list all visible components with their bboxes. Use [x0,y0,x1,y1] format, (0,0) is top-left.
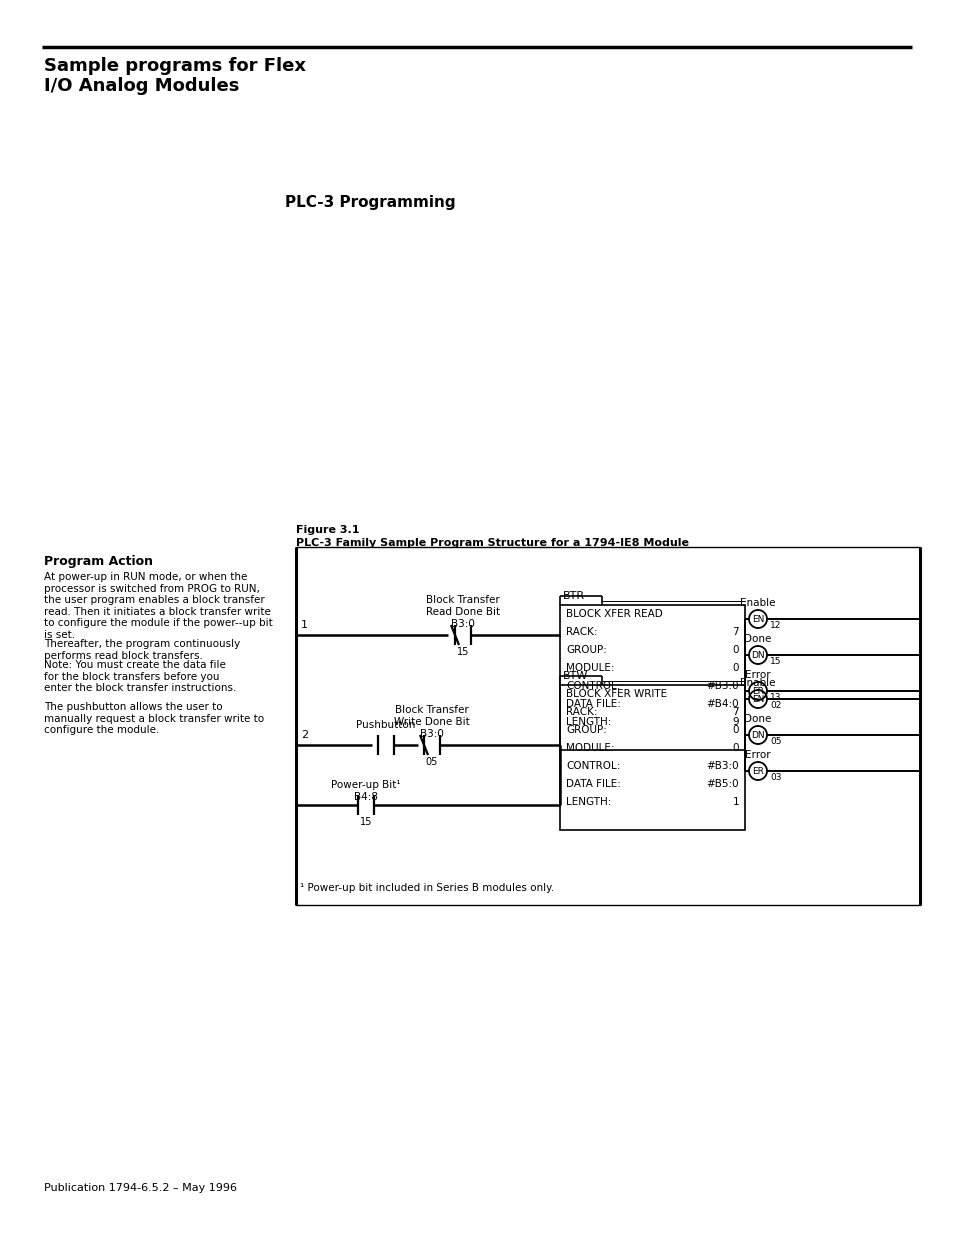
Text: MODULE:: MODULE: [565,663,614,673]
Text: EN: EN [751,694,763,704]
Text: #B5:0: #B5:0 [705,779,739,789]
Text: I/O Analog Modules: I/O Analog Modules [44,77,239,95]
Text: 15: 15 [769,657,781,666]
Text: 0: 0 [732,725,739,735]
Text: #B4:0: #B4:0 [705,699,739,709]
Text: 1: 1 [732,797,739,806]
Text: Enable: Enable [740,678,775,688]
Text: 7: 7 [732,706,739,718]
Text: Block Transfer: Block Transfer [426,595,499,605]
Text: The pushbutton allows the user to
manually request a block transfer write to
con: The pushbutton allows the user to manual… [44,701,264,735]
Text: 13: 13 [769,693,781,701]
Text: Enable: Enable [740,598,775,608]
Text: EN: EN [751,615,763,624]
Text: Publication 1794-6.5.2 – May 1996: Publication 1794-6.5.2 – May 1996 [44,1183,236,1193]
Text: RACK:: RACK: [565,627,597,637]
Text: 05: 05 [769,737,781,746]
Text: ER: ER [751,767,763,776]
Text: Power-up Bit¹: Power-up Bit¹ [331,781,400,790]
Text: ER: ER [751,687,763,695]
Text: 05: 05 [425,757,437,767]
Text: At power-up in RUN mode, or when the
processor is switched from PROG to RUN,
the: At power-up in RUN mode, or when the pro… [44,572,273,640]
Text: 0: 0 [732,645,739,655]
Text: Pushbutton: Pushbutton [355,720,416,730]
Text: CONTROL:: CONTROL: [565,761,619,771]
Bar [559,605,744,750]
Bar [295,547,919,905]
Text: Note: You must create the data file
for the block transfers before you
enter the: Note: You must create the data file for … [44,659,236,693]
Text: Read Done Bit: Read Done Bit [425,606,499,618]
Text: LENGTH:: LENGTH: [565,718,611,727]
Text: Sample programs for Flex: Sample programs for Flex [44,57,306,75]
Text: BLOCK XFER WRITE: BLOCK XFER WRITE [565,689,666,699]
Text: 15: 15 [359,818,372,827]
Text: GROUP:: GROUP: [565,725,606,735]
Text: BTW: BTW [562,671,588,680]
Text: DN: DN [750,730,764,740]
Text: DATA FILE:: DATA FILE: [565,779,620,789]
Text: Program Action: Program Action [44,555,152,568]
Text: DN: DN [750,651,764,659]
Text: DATA FILE:: DATA FILE: [565,699,620,709]
Text: Done: Done [743,714,771,724]
Text: 2: 2 [301,730,308,740]
Text: 1: 1 [301,620,308,630]
Text: 0: 0 [732,743,739,753]
Text: Error: Error [744,671,770,680]
Text: Figure 3.1: Figure 3.1 [295,525,359,535]
Text: 0: 0 [732,663,739,673]
Text: #B3:0: #B3:0 [705,680,739,692]
Text: PLC-3 Programming: PLC-3 Programming [284,195,455,210]
Text: 15: 15 [456,647,469,657]
Text: B3:0: B3:0 [419,729,443,739]
Text: BLOCK XFER READ: BLOCK XFER READ [565,609,662,619]
Text: B3:0: B3:0 [451,619,475,629]
Text: 03: 03 [769,773,781,782]
Text: MODULE:: MODULE: [565,743,614,753]
Text: #B3:0: #B3:0 [705,761,739,771]
Text: B4:8: B4:8 [354,792,377,802]
Text: 7: 7 [732,627,739,637]
Text: 9: 9 [732,718,739,727]
Bar [559,685,744,830]
Text: 02: 02 [769,701,781,710]
Text: PLC-3 Family Sample Program Structure for a 1794-IE8 Module: PLC-3 Family Sample Program Structure fo… [295,538,688,548]
Text: BTR: BTR [562,592,584,601]
Text: Write Done Bit: Write Done Bit [394,718,470,727]
Text: Block Transfer: Block Transfer [395,705,468,715]
Text: ¹ Power-up bit included in Series B modules only.: ¹ Power-up bit included in Series B modu… [299,883,554,893]
Text: Done: Done [743,634,771,643]
Text: Error: Error [744,750,770,760]
Text: RACK:: RACK: [565,706,597,718]
Text: GROUP:: GROUP: [565,645,606,655]
Text: CONTROL:: CONTROL: [565,680,619,692]
Text: LENGTH:: LENGTH: [565,797,611,806]
Text: 12: 12 [769,621,781,630]
Text: Thereafter, the program continuously
performs read block transfers.: Thereafter, the program continuously per… [44,638,240,661]
